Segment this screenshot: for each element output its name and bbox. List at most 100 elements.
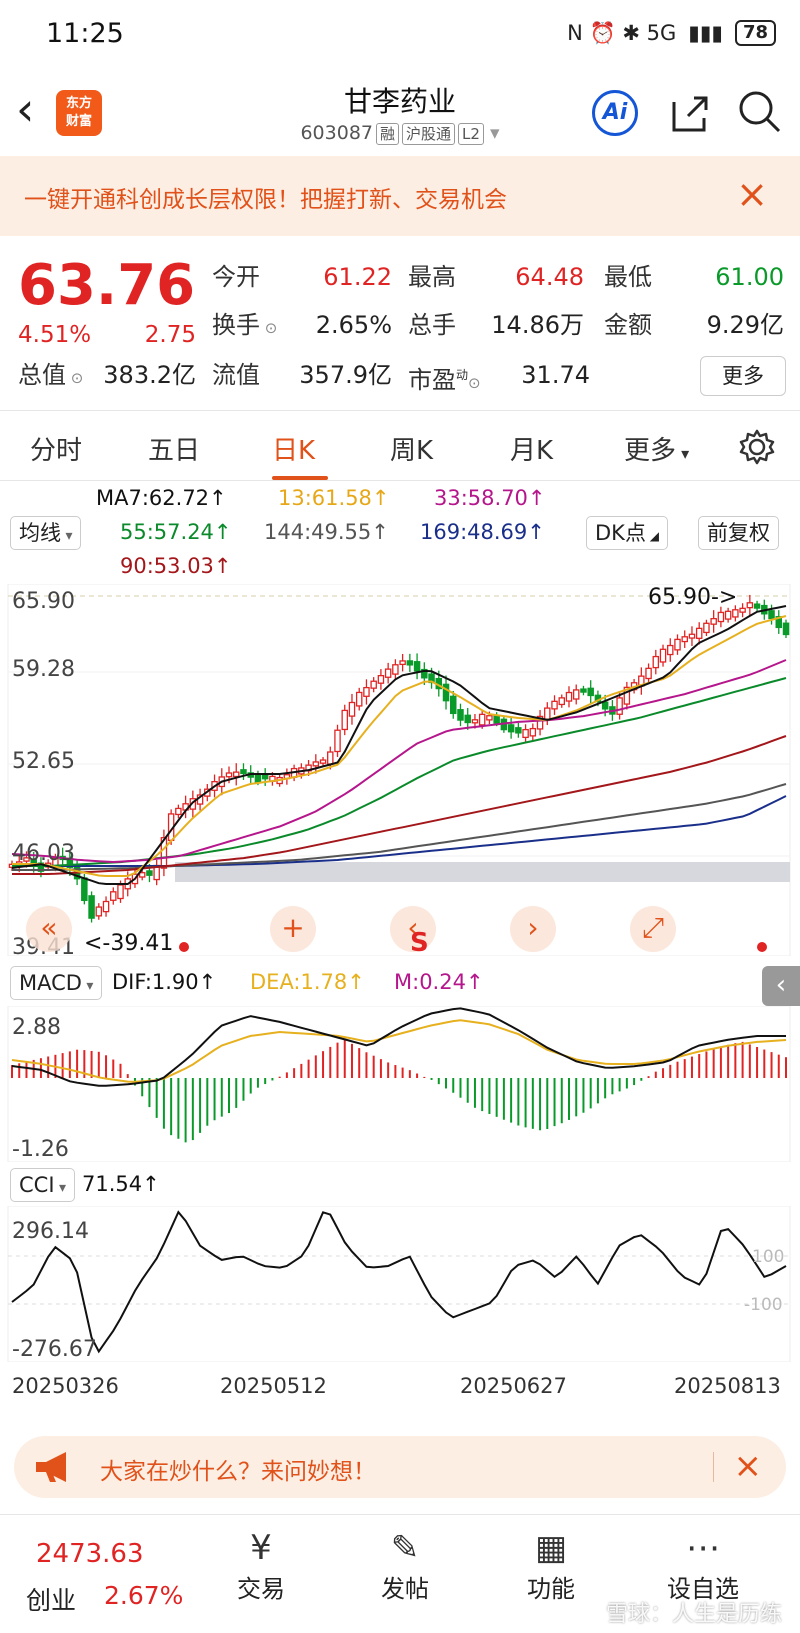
candle bbox=[175, 807, 182, 816]
tab-daily-k[interactable]: 日K bbox=[272, 436, 316, 466]
volume-label: 总手 bbox=[408, 311, 456, 339]
volume-value: 14.86万 bbox=[491, 311, 584, 339]
tab-weekly-k[interactable]: 周K bbox=[390, 436, 434, 466]
candle bbox=[652, 655, 660, 669]
x-date: 20250326 bbox=[12, 1374, 119, 1398]
candle bbox=[471, 719, 479, 724]
pe-sup: 动 bbox=[456, 368, 469, 382]
stock-code-row[interactable]: 603087 融沪股通 L2 ▾ bbox=[0, 122, 800, 145]
back-button[interactable]: ‹ bbox=[16, 82, 35, 136]
nav-watchlist[interactable]: ⋯ 设自选 bbox=[648, 1527, 758, 1604]
info-icon[interactable]: ⊙ bbox=[66, 369, 84, 387]
tab-monthly-k[interactable]: 月K bbox=[510, 436, 554, 466]
float-value: 357.9亿 bbox=[299, 361, 392, 389]
ma55-label: 55:57.24↑ bbox=[120, 520, 232, 544]
watermark: 雪球：人生是历练 bbox=[605, 1602, 782, 1627]
candle bbox=[355, 691, 363, 707]
mktcap-label: 总值 ⊙ bbox=[18, 360, 83, 393]
candle bbox=[536, 715, 544, 730]
info-icon[interactable]: ⊙ bbox=[260, 319, 278, 337]
promo-banner[interactable]: 一键开通科创成长层权限！把握打新、交易机会 × bbox=[0, 156, 800, 236]
chevron-down-icon: ▾ bbox=[54, 1180, 67, 1196]
candle bbox=[254, 773, 262, 783]
divider bbox=[713, 1452, 714, 1482]
index-value[interactable]: 2473.63 bbox=[36, 1539, 144, 1569]
dk-point-selector[interactable]: DK点 ◢ bbox=[586, 516, 668, 550]
adjust-selector[interactable]: 前复权 bbox=[698, 516, 779, 550]
tag-margin: 融 bbox=[376, 123, 400, 145]
low-value: 61.00 bbox=[715, 263, 784, 291]
kline-chart[interactable]: 65.90 59.28 52.65 46.03 39.41 65.90-> <-… bbox=[0, 584, 800, 956]
more-quote-button[interactable]: 更多 bbox=[700, 356, 786, 396]
candle bbox=[160, 837, 168, 869]
tab-more[interactable]: 更多 ▾ bbox=[624, 430, 689, 467]
candle bbox=[580, 688, 587, 693]
y-label: 52.65 bbox=[12, 749, 75, 774]
candle bbox=[739, 607, 746, 613]
index-name[interactable]: 创业 bbox=[26, 1586, 77, 1615]
grid-icon: ▦ bbox=[534, 1528, 568, 1568]
more-icon: ⋯ bbox=[686, 1528, 720, 1568]
candle bbox=[681, 636, 688, 643]
candle bbox=[565, 691, 573, 702]
high-label: 最高 bbox=[408, 263, 456, 291]
ask-assistant-bar[interactable]: 大家在炒什么？来问妙想！ × bbox=[14, 1436, 786, 1498]
candle bbox=[724, 610, 732, 620]
cci-chart: 296.14 -276.67 100 -100 bbox=[7, 1206, 791, 1362]
info-icon[interactable]: ⊙ bbox=[468, 374, 481, 392]
gear-icon[interactable] bbox=[738, 428, 776, 466]
candle bbox=[507, 724, 515, 733]
ma-selector[interactable]: 均线 ▾ bbox=[10, 516, 82, 550]
macd-selector[interactable]: MACD ▾ bbox=[10, 966, 103, 1000]
collapse-panel-icon[interactable]: ‹ bbox=[762, 966, 800, 1006]
nav-trade[interactable]: ¥ 交易 bbox=[206, 1527, 316, 1604]
tab-five-day[interactable]: 五日 bbox=[148, 436, 201, 466]
candle bbox=[522, 728, 529, 739]
chart-tabs: 分时 五日 日K 周K 月K 更多 ▾ bbox=[0, 412, 800, 480]
ma33-label: 33:58.70↑ bbox=[434, 486, 546, 510]
candle bbox=[753, 603, 761, 609]
candle bbox=[768, 610, 775, 620]
amount-label: 金额 bbox=[604, 311, 652, 339]
nav-watchlist-label: 设自选 bbox=[667, 1575, 739, 1603]
next-icon[interactable]: › bbox=[510, 906, 556, 952]
prev-icon[interactable]: ‹ bbox=[390, 906, 436, 952]
logo-line2: 财富 bbox=[65, 114, 92, 129]
pe-label: 市盈动⊙ bbox=[408, 360, 481, 398]
index-percent: 2.67% bbox=[104, 1581, 184, 1610]
candle bbox=[399, 660, 406, 666]
ma33-line bbox=[11, 659, 787, 864]
ma90-label: 90:53.03↑ bbox=[120, 554, 232, 578]
candle bbox=[732, 609, 739, 618]
zoom-in-icon[interactable]: + bbox=[270, 906, 316, 952]
marker-dot bbox=[757, 942, 767, 952]
share-icon[interactable] bbox=[668, 90, 712, 134]
candle bbox=[81, 877, 88, 902]
battery-icon: 78 bbox=[734, 20, 776, 46]
kline-frame bbox=[7, 584, 791, 956]
close-icon[interactable]: × bbox=[733, 1446, 763, 1486]
candle bbox=[102, 900, 110, 913]
tab-intraday[interactable]: 分时 bbox=[30, 436, 83, 466]
ai-assistant-button[interactable]: Ai bbox=[592, 90, 638, 136]
cci-selector[interactable]: CCI ▾ bbox=[10, 1168, 76, 1202]
signal-icon: ▮▮▮ bbox=[688, 21, 723, 45]
cci-y-top: 296.14 bbox=[12, 1219, 89, 1244]
dif-line bbox=[11, 1007, 786, 1087]
chevron-down-icon: ▾ bbox=[61, 528, 73, 544]
candle bbox=[587, 687, 594, 697]
scroll-left-icon[interactable]: « bbox=[26, 906, 72, 952]
fullscreen-icon[interactable]: ⤢ bbox=[630, 906, 676, 952]
candle bbox=[95, 906, 103, 917]
x-date: 20250813 bbox=[674, 1374, 781, 1398]
candle bbox=[319, 759, 327, 764]
candle bbox=[225, 772, 233, 778]
close-icon[interactable]: × bbox=[736, 172, 768, 216]
y-label: 59.28 bbox=[12, 657, 75, 682]
open-label: 今开 bbox=[212, 263, 260, 291]
search-icon[interactable] bbox=[736, 88, 782, 134]
nav-post[interactable]: ✎ 发帖 bbox=[350, 1527, 460, 1604]
nav-features[interactable]: ▦ 功能 bbox=[496, 1527, 606, 1604]
candle bbox=[312, 761, 320, 767]
candle bbox=[363, 686, 370, 697]
